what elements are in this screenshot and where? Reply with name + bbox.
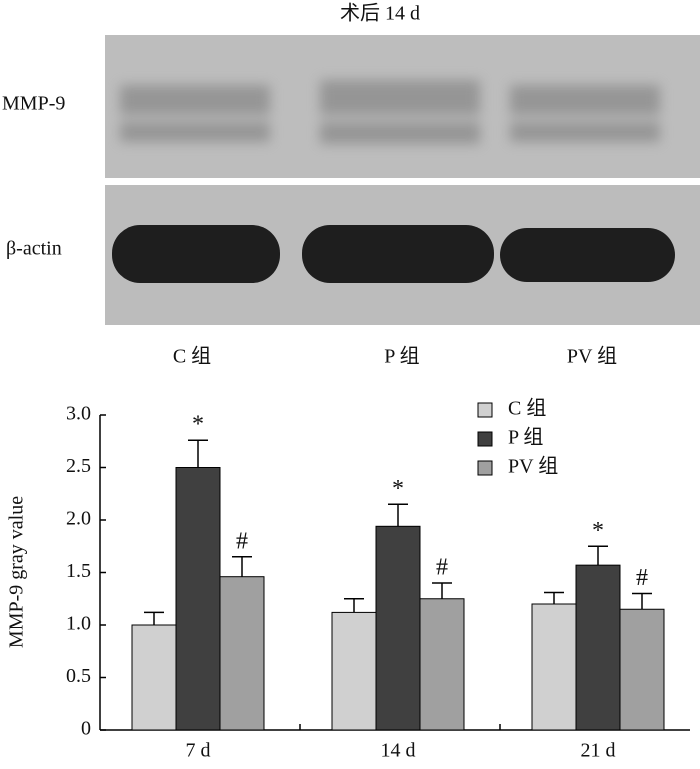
y-tick-label: 2.0: [66, 508, 91, 530]
error-bar: [232, 556, 252, 577]
significance-mark: *: [592, 518, 604, 544]
legend-label: C 组: [508, 397, 546, 420]
x-tick-label: 7 d: [186, 740, 211, 762]
error-bar: [432, 582, 452, 599]
blot-row-label: β-actin: [6, 238, 62, 260]
error-bar: [344, 598, 364, 613]
y-tick-label: 3.0: [66, 403, 91, 425]
significance-mark: *: [392, 476, 404, 502]
bar: [219, 576, 265, 731]
bar: [419, 598, 465, 731]
bar: [331, 611, 377, 731]
blot-title: 术后 14 d: [340, 2, 420, 25]
y-tick-label: 1.0: [66, 613, 91, 635]
blot-image: [105, 35, 700, 325]
error-bar: [632, 592, 652, 610]
legend-swatch: [477, 460, 493, 476]
blot-lane-label: PV 组: [567, 345, 617, 368]
legend-swatch: [477, 402, 493, 418]
error-bar: [544, 591, 564, 604]
x-tick-label: 21 d: [581, 740, 616, 762]
error-bar: [588, 545, 608, 566]
blot-lane-label: C 组: [173, 345, 211, 368]
bar: [175, 467, 221, 731]
error-bar: [388, 503, 408, 527]
blot-lane-label: P 组: [384, 345, 419, 368]
significance-mark: #: [636, 565, 648, 591]
significance-mark: #: [436, 555, 448, 581]
error-bar: [188, 439, 208, 468]
error-bar: [144, 611, 164, 625]
bar: [575, 564, 621, 731]
bar: [619, 608, 665, 731]
bar: [375, 525, 421, 731]
y-axis-label: MMP-9 gray value: [6, 496, 28, 648]
y-tick-label: 0: [81, 718, 91, 740]
legend-label: PV 组: [508, 455, 558, 478]
y-tick-label: 1.5: [66, 560, 91, 582]
significance-mark: #: [236, 528, 248, 554]
legend-swatch: [477, 431, 493, 447]
legend-label: P 组: [508, 426, 543, 449]
y-tick-label: 2.5: [66, 455, 91, 477]
significance-mark: *: [192, 412, 204, 438]
y-tick-label: 0.5: [66, 665, 91, 687]
blot-row-label: MMP-9: [2, 93, 65, 115]
bar: [531, 603, 577, 731]
x-tick-label: 14 d: [381, 740, 416, 762]
bar: [131, 624, 177, 731]
